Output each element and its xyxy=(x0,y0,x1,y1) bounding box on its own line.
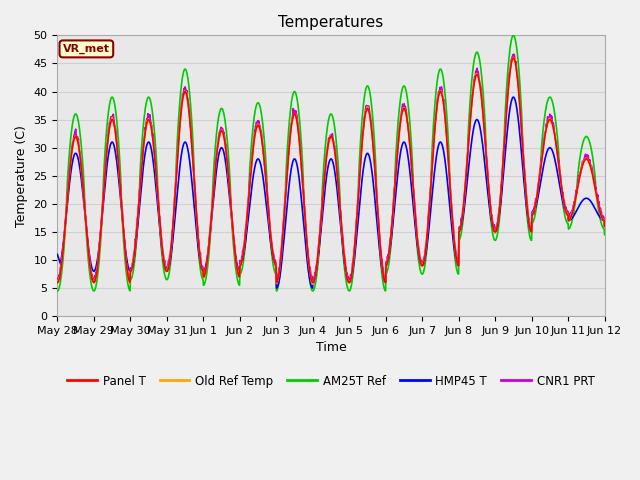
Old Ref Temp xyxy=(54,278,61,284)
CNR1 PRT xyxy=(536,166,544,171)
CNR1 PRT xyxy=(236,263,244,268)
AM25T Ref xyxy=(488,221,495,227)
Text: VR_met: VR_met xyxy=(63,44,110,54)
AM25T Ref xyxy=(509,33,517,38)
AM25T Ref xyxy=(236,271,244,276)
Panel T xyxy=(162,267,170,273)
CNR1 PRT xyxy=(510,51,518,57)
Old Ref Temp xyxy=(162,266,170,272)
AM25T Ref xyxy=(162,276,170,281)
HMP45 T xyxy=(175,171,183,177)
HMP45 T xyxy=(509,94,517,100)
Panel T xyxy=(54,280,61,286)
Line: Panel T: Panel T xyxy=(58,58,605,283)
CNR1 PRT xyxy=(54,276,61,282)
CNR1 PRT xyxy=(488,212,495,217)
HMP45 T xyxy=(417,259,424,265)
X-axis label: Time: Time xyxy=(316,341,346,355)
Old Ref Temp xyxy=(417,258,424,264)
AM25T Ref xyxy=(601,232,609,238)
Old Ref Temp xyxy=(601,222,609,228)
HMP45 T xyxy=(273,285,280,291)
CNR1 PRT xyxy=(162,264,170,270)
Y-axis label: Temperature (C): Temperature (C) xyxy=(15,125,28,227)
AM25T Ref xyxy=(54,288,61,294)
Old Ref Temp xyxy=(488,214,495,220)
Old Ref Temp xyxy=(309,281,317,287)
Panel T xyxy=(536,171,544,177)
HMP45 T xyxy=(236,263,244,268)
HMP45 T xyxy=(536,181,544,187)
Old Ref Temp xyxy=(509,54,517,60)
Line: AM25T Ref: AM25T Ref xyxy=(58,36,605,291)
HMP45 T xyxy=(488,219,495,225)
CNR1 PRT xyxy=(417,256,424,262)
HMP45 T xyxy=(54,252,61,257)
Old Ref Temp xyxy=(175,133,183,139)
Panel T xyxy=(488,212,495,218)
Panel T xyxy=(416,256,424,262)
CNR1 PRT xyxy=(601,221,609,227)
Old Ref Temp xyxy=(236,262,244,267)
Line: Old Ref Temp: Old Ref Temp xyxy=(58,57,605,284)
Legend: Panel T, Old Ref Temp, AM25T Ref, HMP45 T, CNR1 PRT: Panel T, Old Ref Temp, AM25T Ref, HMP45 … xyxy=(63,370,600,392)
CNR1 PRT xyxy=(273,281,281,287)
Title: Temperatures: Temperatures xyxy=(278,15,383,30)
HMP45 T xyxy=(162,267,170,273)
HMP45 T xyxy=(601,224,609,229)
AM25T Ref xyxy=(416,265,424,271)
Panel T xyxy=(509,55,517,60)
Panel T xyxy=(601,224,609,229)
Line: CNR1 PRT: CNR1 PRT xyxy=(58,54,605,284)
CNR1 PRT xyxy=(175,129,183,135)
AM25T Ref xyxy=(536,171,544,177)
AM25T Ref xyxy=(175,108,183,114)
Line: HMP45 T: HMP45 T xyxy=(58,97,605,288)
Old Ref Temp xyxy=(536,170,544,176)
Panel T xyxy=(175,132,183,138)
Panel T xyxy=(236,263,244,268)
